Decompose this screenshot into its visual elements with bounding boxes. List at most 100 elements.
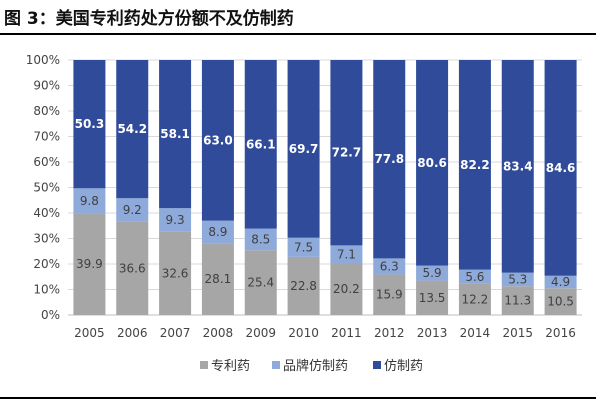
bar-segment [287,60,320,238]
data-label: 20.2 [333,282,360,296]
data-label: 50.3 [75,117,105,131]
bar-segment [201,243,234,315]
x-tick-label: 2014 [460,326,491,340]
bar-segment [201,60,234,221]
bar-segment [116,221,149,315]
gridlines [68,59,582,316]
bar-segment [458,60,491,270]
data-label: 11.3 [504,294,531,308]
y-tick-label: 0% [41,308,60,322]
data-label: 9.2 [123,203,142,217]
bar-segment [244,250,277,315]
x-tick-label: 2013 [417,326,448,340]
bars [73,60,577,315]
bar-segment [287,256,320,315]
data-label: 15.9 [376,288,403,302]
bar-segment [116,60,149,199]
bar-segment [330,60,363,246]
data-label: 9.8 [80,194,99,208]
legend-label: 品牌仿制药 [283,358,348,374]
bar-segment [159,208,192,232]
data-label: 6.3 [380,259,399,273]
x-axis-ticks: 2005 2006 2007 2008 2009 2010 2011 2012 2013 2014… [74,326,576,340]
data-label: 69.7 [289,142,319,156]
bar-segment [501,286,534,315]
bar-segment [373,258,406,275]
bar-segment [373,60,406,259]
bar-segment [287,237,320,257]
legend-label: 仿制药 [384,359,423,374]
data-label: 82.2 [460,158,490,172]
data-label: 58.1 [160,127,190,141]
bar-segment [501,60,534,273]
y-tick-label: 100% [26,53,60,67]
x-tick-label: 2005 [74,326,105,340]
x-tick-label: 2008 [203,326,234,340]
bar-segment [244,60,277,229]
data-label: 5.9 [423,266,442,280]
bottom-rule [0,397,596,399]
bar-segment [201,220,234,244]
y-tick-label: 60% [33,155,60,169]
data-label: 8.9 [208,225,227,239]
bar-segment [330,245,363,264]
y-tick-label: 40% [33,206,60,220]
data-label: 72.7 [332,146,362,160]
data-label: 28.1 [205,272,232,286]
top-rule [0,33,596,35]
legend-swatch [200,361,208,369]
data-label: 4.9 [551,275,570,289]
x-tick-label: 2010 [288,326,319,340]
x-tick-label: 2011 [331,326,362,340]
bar-segment [501,272,534,287]
bar-segment [244,228,277,251]
bar-segment [544,60,577,276]
data-label: 12.2 [462,292,489,306]
y-tick-label: 50% [33,181,60,195]
data-label: 7.1 [337,247,356,261]
x-tick-label: 2015 [502,326,533,340]
y-tick-label: 10% [33,283,60,297]
bar-segment [116,198,149,222]
bar-segment [73,188,106,214]
legend-label: 专利药 [211,359,250,374]
bar-segment [73,60,106,189]
data-label: 54.2 [117,122,147,136]
data-label: 7.5 [294,240,313,254]
value-labels: 39.9 9.8 50.3 36.6 9.2 54.2 32.6 9.3 58.1 28.1 8.9… [75,117,576,308]
bar-segment [458,269,491,284]
data-label: 39.9 [76,257,103,271]
data-label: 84.6 [546,161,576,175]
figure-title: 图 3：美国专利药处方份额不及仿制药 [4,9,294,29]
bar-segment [544,288,577,315]
data-label: 83.4 [503,159,533,173]
x-tick-label: 2006 [117,326,148,340]
y-tick-label: 20% [33,257,60,271]
data-label: 66.1 [246,137,276,151]
y-tick-label: 70% [33,130,60,144]
bar-segment [416,280,449,315]
bar-segment [544,275,577,289]
data-label: 32.6 [162,266,189,280]
data-label: 63.0 [203,133,233,147]
legend: 专利药 品牌仿制药 仿制药 [200,358,423,374]
y-tick-label: 90% [33,79,60,93]
bar-segment [73,213,106,315]
data-label: 8.5 [251,232,270,246]
bar-segment [373,274,406,315]
data-label: 13.5 [419,291,446,305]
bar-segment [159,231,192,315]
data-label: 22.8 [290,279,317,293]
bar-segment [458,283,491,315]
bar-segment [159,60,192,209]
x-tick-label: 2009 [245,326,276,340]
data-label: 80.6 [417,156,447,170]
data-label: 9.3 [166,213,185,227]
y-tick-label: 30% [33,232,60,246]
y-tick-label: 80% [33,104,60,118]
y-axis-ticks: 0% 10% 20% 30% 40% 50% 60% 70% 80% 90% 100% [26,53,60,322]
legend-swatch [373,361,381,369]
data-label: 5.6 [465,270,484,284]
data-label: 5.3 [508,272,527,286]
bar-segment [416,60,449,266]
